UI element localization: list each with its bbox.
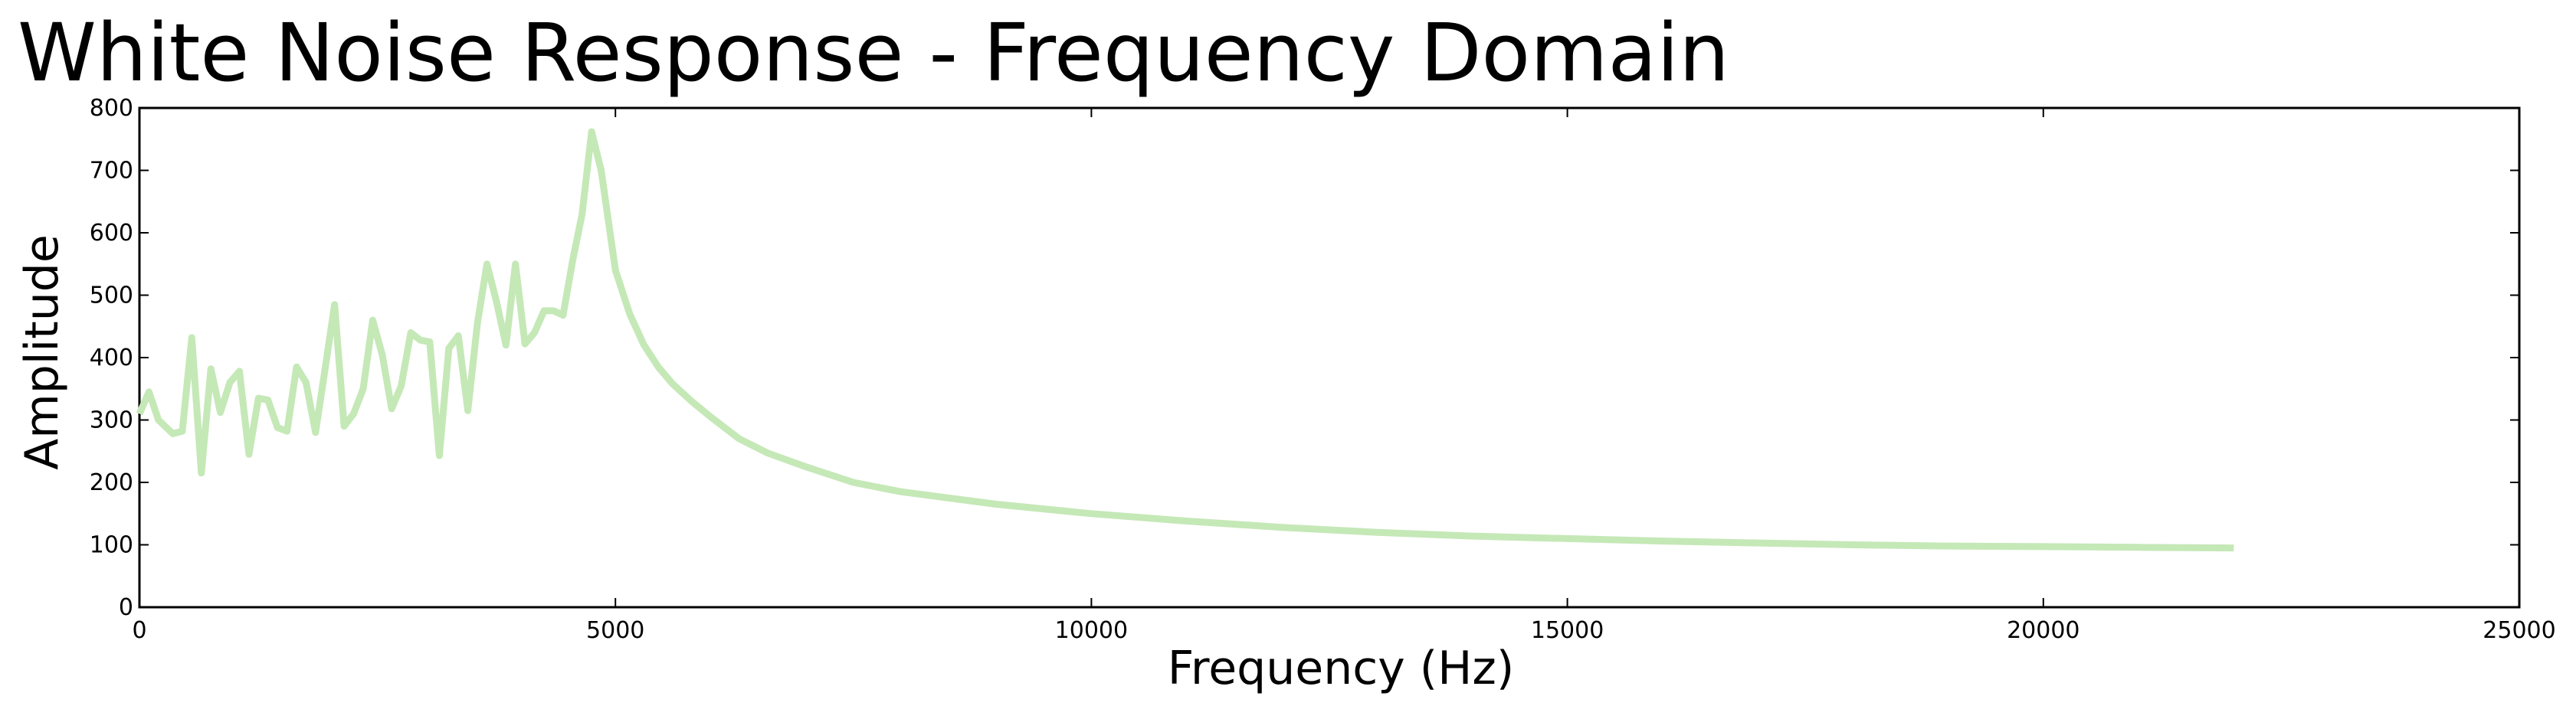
- y-tick-label: 500: [90, 283, 133, 309]
- series-line: [136, 128, 2234, 552]
- y-tick-label: 800: [90, 95, 133, 122]
- x-tick-label: 5000: [586, 617, 644, 644]
- x-tick-label: 15000: [1531, 617, 1604, 644]
- tick-layer: 0 5000 10000 15000 20000 25000 0 100 200 300 400 50…: [90, 95, 2556, 644]
- series-layer: [136, 128, 2234, 552]
- y-tick-label: 400: [90, 345, 133, 371]
- x-tick-label: 20000: [2007, 617, 2079, 644]
- y-axis-label: Amplitude: [15, 234, 69, 469]
- chart-title: White Noise Response - Frequency Domain: [18, 6, 1729, 100]
- y-tick-label: 200: [90, 469, 133, 496]
- x-tick-label: 10000: [1055, 617, 1128, 644]
- y-tick-label: 300: [90, 407, 133, 434]
- y-tick-label: 600: [90, 220, 133, 247]
- y-tick-label: 700: [90, 158, 133, 185]
- x-tick-label: 25000: [2483, 617, 2555, 644]
- y-tick-label: 0: [119, 594, 133, 621]
- x-tick-label: 0: [132, 617, 146, 644]
- y-tick-label: 100: [90, 532, 133, 559]
- x-axis-label: Frequency (Hz): [1168, 642, 1514, 695]
